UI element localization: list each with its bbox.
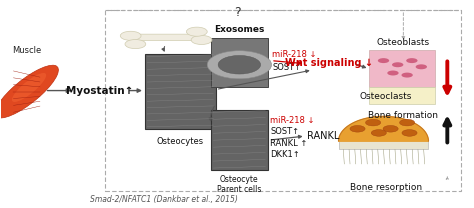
Text: Exosomes: Exosomes <box>214 25 264 34</box>
Circle shape <box>383 125 398 132</box>
FancyBboxPatch shape <box>211 110 268 170</box>
Circle shape <box>365 119 381 126</box>
Text: Bone formation: Bone formation <box>368 111 438 120</box>
Circle shape <box>191 35 212 45</box>
Text: RANKL ↑: RANKL ↑ <box>270 139 308 148</box>
FancyBboxPatch shape <box>134 34 198 41</box>
Text: Osteoblasts: Osteoblasts <box>377 37 430 47</box>
FancyBboxPatch shape <box>145 54 216 129</box>
Text: miR-218 ↓: miR-218 ↓ <box>273 50 317 59</box>
FancyBboxPatch shape <box>338 141 428 150</box>
Circle shape <box>392 62 403 67</box>
Text: Myostatin↑: Myostatin↑ <box>66 85 134 95</box>
Circle shape <box>207 51 272 79</box>
Text: SOST↑: SOST↑ <box>270 127 299 136</box>
Text: Parent cells: Parent cells <box>217 185 262 194</box>
Text: DKK1↑: DKK1↑ <box>270 150 300 159</box>
Circle shape <box>371 130 386 136</box>
Circle shape <box>120 31 141 40</box>
Circle shape <box>402 130 417 136</box>
Text: ?: ? <box>234 6 240 19</box>
FancyBboxPatch shape <box>369 88 436 104</box>
Circle shape <box>350 125 365 132</box>
Text: Osteocyte: Osteocyte <box>220 175 259 184</box>
FancyBboxPatch shape <box>369 50 436 88</box>
Circle shape <box>125 40 146 49</box>
Text: RANKL: RANKL <box>307 131 340 141</box>
Ellipse shape <box>0 65 58 118</box>
Circle shape <box>186 27 207 36</box>
Text: Bone resorption: Bone resorption <box>350 183 422 192</box>
Text: miR-218 ↓: miR-218 ↓ <box>270 116 315 125</box>
Text: Muscle: Muscle <box>12 46 41 55</box>
Circle shape <box>378 58 389 63</box>
Text: Smad-2/NFATC1 (Dankbar et al., 2015): Smad-2/NFATC1 (Dankbar et al., 2015) <box>90 195 237 204</box>
Polygon shape <box>338 116 428 141</box>
Circle shape <box>387 71 399 76</box>
Circle shape <box>406 58 418 63</box>
Circle shape <box>416 64 427 69</box>
Circle shape <box>401 73 413 78</box>
Ellipse shape <box>12 73 46 102</box>
Text: SOST↑: SOST↑ <box>273 63 301 72</box>
Text: Osteoclasts: Osteoclasts <box>360 92 412 101</box>
Text: Osteocytes: Osteocytes <box>157 137 204 146</box>
Circle shape <box>400 119 415 126</box>
FancyBboxPatch shape <box>211 38 268 88</box>
Text: Wnt signaling ↓: Wnt signaling ↓ <box>285 58 373 68</box>
Circle shape <box>218 56 261 74</box>
